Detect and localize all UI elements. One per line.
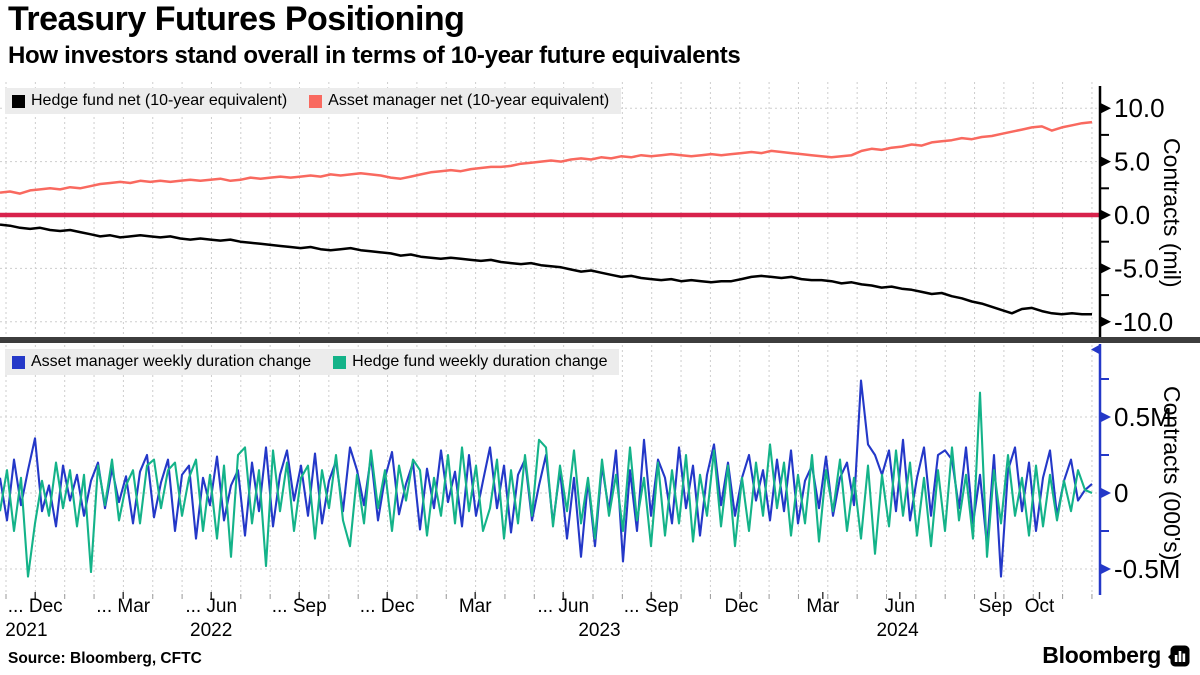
legend-label: Hedge fund weekly duration change [352,353,608,370]
legend-label: Hedge fund net (10-year equivalent) [31,92,288,109]
x-tick-label: Dec [724,596,759,617]
x-tick-label: ... Jun [185,596,238,617]
x-year-label: 2023 [578,620,621,641]
hedge-fund-duration-swatch [333,355,347,369]
x-year-label: 2022 [190,620,233,641]
x-axis-labels: ... Dec ... Mar ... Jun ... Sep ... Dec Mar..… [0,596,1200,648]
panel-separator [0,337,1200,343]
x-year-label: 2021 [5,620,48,641]
legend-bottom-panel: Asset manager weekly duration change Hed… [5,349,620,375]
legend-item-asset-manager-net: Asset manager net (10-year equivalent) [309,92,609,110]
svg-text:10.0: 10.0 [1114,93,1165,123]
svg-text:0: 0 [1114,478,1128,508]
x-tick-label: Mar [806,596,840,617]
page-subtitle: How investors stand overall in terms of … [8,42,741,69]
x-tick-label: ... Mar [96,596,151,617]
asset-manager-duration-swatch [12,355,25,369]
x-year-label: 2024 [876,620,919,641]
legend-item-asset-manager-duration: Asset manager weekly duration change [12,353,311,371]
source-note: Source: Bloomberg, CFTC [8,650,202,667]
svg-text:-5.0: -5.0 [1114,253,1159,283]
x-tick-label: ... Jun [537,596,590,617]
legend-label: Asset manager net (10-year equivalent) [328,92,610,109]
bloomberg-logo-text: Bloomberg [1042,642,1161,668]
legend-label: Asset manager weekly duration change [31,353,312,370]
svg-text:-10.0: -10.0 [1114,307,1173,337]
svg-text:-0.5M: -0.5M [1114,554,1180,584]
x-tick-label: ... Sep [271,596,327,617]
x-tick-label: ... Sep [623,596,679,617]
x-tick-label: ... Dec [7,596,63,617]
x-tick-label: Sep [978,596,1013,617]
svg-text:0.5M: 0.5M [1114,402,1172,432]
y-axis-title-top: Contracts (mil) [1159,138,1185,288]
x-tick-label: Oct [1024,596,1055,617]
y-axis-title-bottom: Contracts (000's) [1159,385,1185,561]
legend-top-panel: Hedge fund net (10-year equivalent) Asse… [5,88,622,114]
bloomberg-terminal-icon [1168,645,1190,666]
x-tick-label: Jun [884,596,916,617]
svg-text:0.0: 0.0 [1114,200,1150,230]
asset-manager-net-swatch [309,94,323,108]
x-tick-label: Mar [458,596,492,617]
bottom-chart-canvas: 0.5M 0 -0.5M [0,344,1180,599]
page-title: Treasury Futures Positioning [8,0,465,38]
bloomberg-logo: Bloomberg [1042,642,1190,669]
legend-item-hedge-fund-net: Hedge fund net (10-year equivalent) [12,92,287,110]
hedge-fund-net-swatch [12,94,25,108]
x-tick-label: ... Dec [359,596,415,617]
top-chart-canvas: 10.0 5.0 0.0 -5.0 -10.0 [0,82,1173,339]
legend-item-hedge-fund-duration: Hedge fund weekly duration change [333,353,607,371]
svg-text:5.0: 5.0 [1114,147,1150,177]
